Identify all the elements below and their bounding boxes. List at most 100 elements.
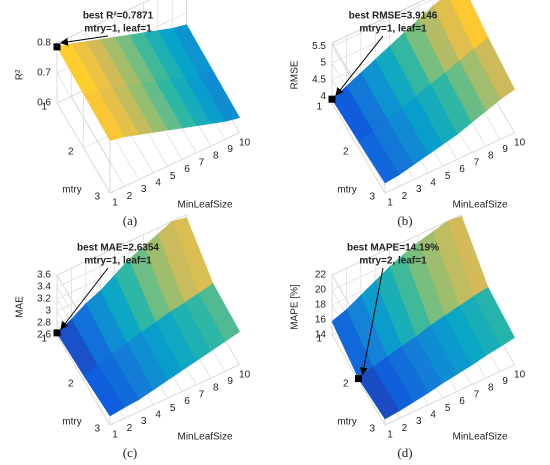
x-tick-label: 6 [459, 164, 465, 175]
y-tick-label: 2 [343, 147, 349, 158]
annotation: mtry=1, leaf=1 [84, 24, 152, 35]
y-tick-label: 3 [94, 424, 100, 435]
y-tick-label: 1 [41, 334, 47, 345]
x-tick-label: 4 [155, 178, 161, 189]
x-tick-label: 8 [213, 151, 219, 162]
y-tick-label: 3 [94, 192, 100, 203]
best-point [355, 375, 362, 383]
z-tick-label: 18 [315, 300, 327, 311]
z-tick-label: 0.7 [37, 68, 51, 79]
z-axis-label: MAE [15, 296, 26, 318]
x-tick-label: 8 [213, 383, 219, 394]
annotation-arrow [335, 35, 384, 96]
x-tick-label: 7 [199, 157, 205, 168]
x-tick-label: 6 [459, 396, 465, 407]
x-tick-label: 2 [127, 423, 133, 434]
z-tick-label: 0.8 [37, 38, 51, 49]
annotation: best RMSE=3.9146 [349, 11, 438, 22]
z-tick-label: 20 [315, 285, 327, 296]
y-axis-label: mtry [337, 185, 356, 196]
x-tick-label: 7 [199, 389, 205, 400]
x-tick-label: 2 [127, 191, 133, 202]
best-point [53, 43, 61, 51]
annotation: best MAE=2.6354 [77, 243, 159, 254]
annotation-arrow [60, 267, 109, 330]
annotation: mtry=1, leaf=1 [84, 256, 152, 267]
annotation: mtry=1, leaf=1 [359, 24, 427, 35]
y-tick-label: 1 [316, 102, 322, 113]
x-tick-label: 1 [112, 198, 118, 209]
z-tick-label: 4 [320, 91, 326, 102]
y-tick-label: 2 [68, 379, 74, 390]
x-tick-label: 4 [155, 410, 161, 421]
z-tick-label: 3.2 [37, 294, 51, 305]
x-tick-label: 9 [502, 376, 508, 387]
x-tick-label: 4 [430, 410, 436, 421]
x-tick-label: 10 [239, 137, 251, 148]
z-tick-label: 14 [315, 330, 327, 341]
panel-label: (c) [123, 445, 137, 460]
x-tick-label: 6 [184, 164, 190, 175]
annotation: mtry=2, leaf=1 [359, 256, 427, 267]
panel-label: (b) [397, 213, 412, 228]
x-tick-label: 5 [170, 171, 176, 182]
z-tick-label: 22 [315, 270, 327, 281]
x-axis-label: MinLeafSize [452, 432, 507, 443]
y-tick-label: 3 [369, 192, 375, 203]
y-tick-label: 1 [316, 334, 322, 345]
x-tick-label: 4 [430, 178, 436, 189]
y-axis-label: mtry [62, 417, 81, 428]
panel-label: (a) [123, 213, 137, 228]
x-tick-label: 9 [227, 144, 233, 155]
x-tick-label: 1 [112, 430, 118, 441]
surface-cell [358, 366, 400, 420]
x-tick-label: 1 [387, 198, 393, 209]
z-tick-label: 16 [315, 315, 327, 326]
x-tick-label: 10 [514, 137, 526, 148]
x-tick-label: 5 [445, 171, 451, 182]
z-axis-label: R² [15, 69, 26, 80]
x-tick-label: 5 [445, 403, 451, 414]
annotation-arrow [359, 267, 384, 376]
x-tick-label: 8 [488, 383, 494, 394]
z-tick-label: 2.8 [37, 318, 51, 329]
x-tick-label: 2 [402, 423, 408, 434]
z-tick-label: 5.5 [312, 41, 326, 52]
x-tick-label: 7 [474, 389, 480, 400]
z-axis-label: MAPE [%] [290, 284, 301, 330]
annotation: best R²=0.7871 [83, 11, 154, 22]
y-grid-line [109, 132, 240, 194]
x-tick-label: 3 [141, 184, 147, 195]
x-tick-label: 3 [416, 416, 422, 427]
y-tick-label: 2 [343, 379, 349, 390]
x-tick-label: 9 [227, 376, 233, 387]
y-tick-label: 2 [68, 147, 74, 158]
best-point [328, 95, 336, 103]
z-tick-label: 3.4 [37, 282, 51, 293]
x-tick-label: 5 [170, 403, 176, 414]
surface-cell [358, 130, 400, 184]
z-tick-label: 3 [45, 306, 51, 317]
y-tick-label: 1 [41, 102, 47, 113]
x-tick-label: 3 [416, 184, 422, 195]
x-tick-label: 1 [387, 430, 393, 441]
z-tick-label: 2.6 [37, 330, 51, 341]
box-edge [331, 0, 426, 44]
surface-cell [83, 365, 125, 417]
x-tick-label: 7 [474, 157, 480, 168]
x-axis-label: MinLeafSize [177, 432, 232, 443]
x-tick-label: 10 [514, 369, 526, 380]
x-axis-label: MinLeafSize [177, 200, 232, 211]
x-tick-label: 6 [184, 396, 190, 407]
x-tick-label: 10 [239, 369, 251, 380]
x-axis-label: MinLeafSize [452, 200, 507, 211]
z-axis-label: RMSE [290, 60, 301, 89]
panel-label: (d) [397, 445, 412, 460]
x-tick-label: 3 [141, 416, 147, 427]
annotation: best MAPE=14.19% [347, 243, 439, 254]
x-tick-label: 2 [402, 191, 408, 202]
